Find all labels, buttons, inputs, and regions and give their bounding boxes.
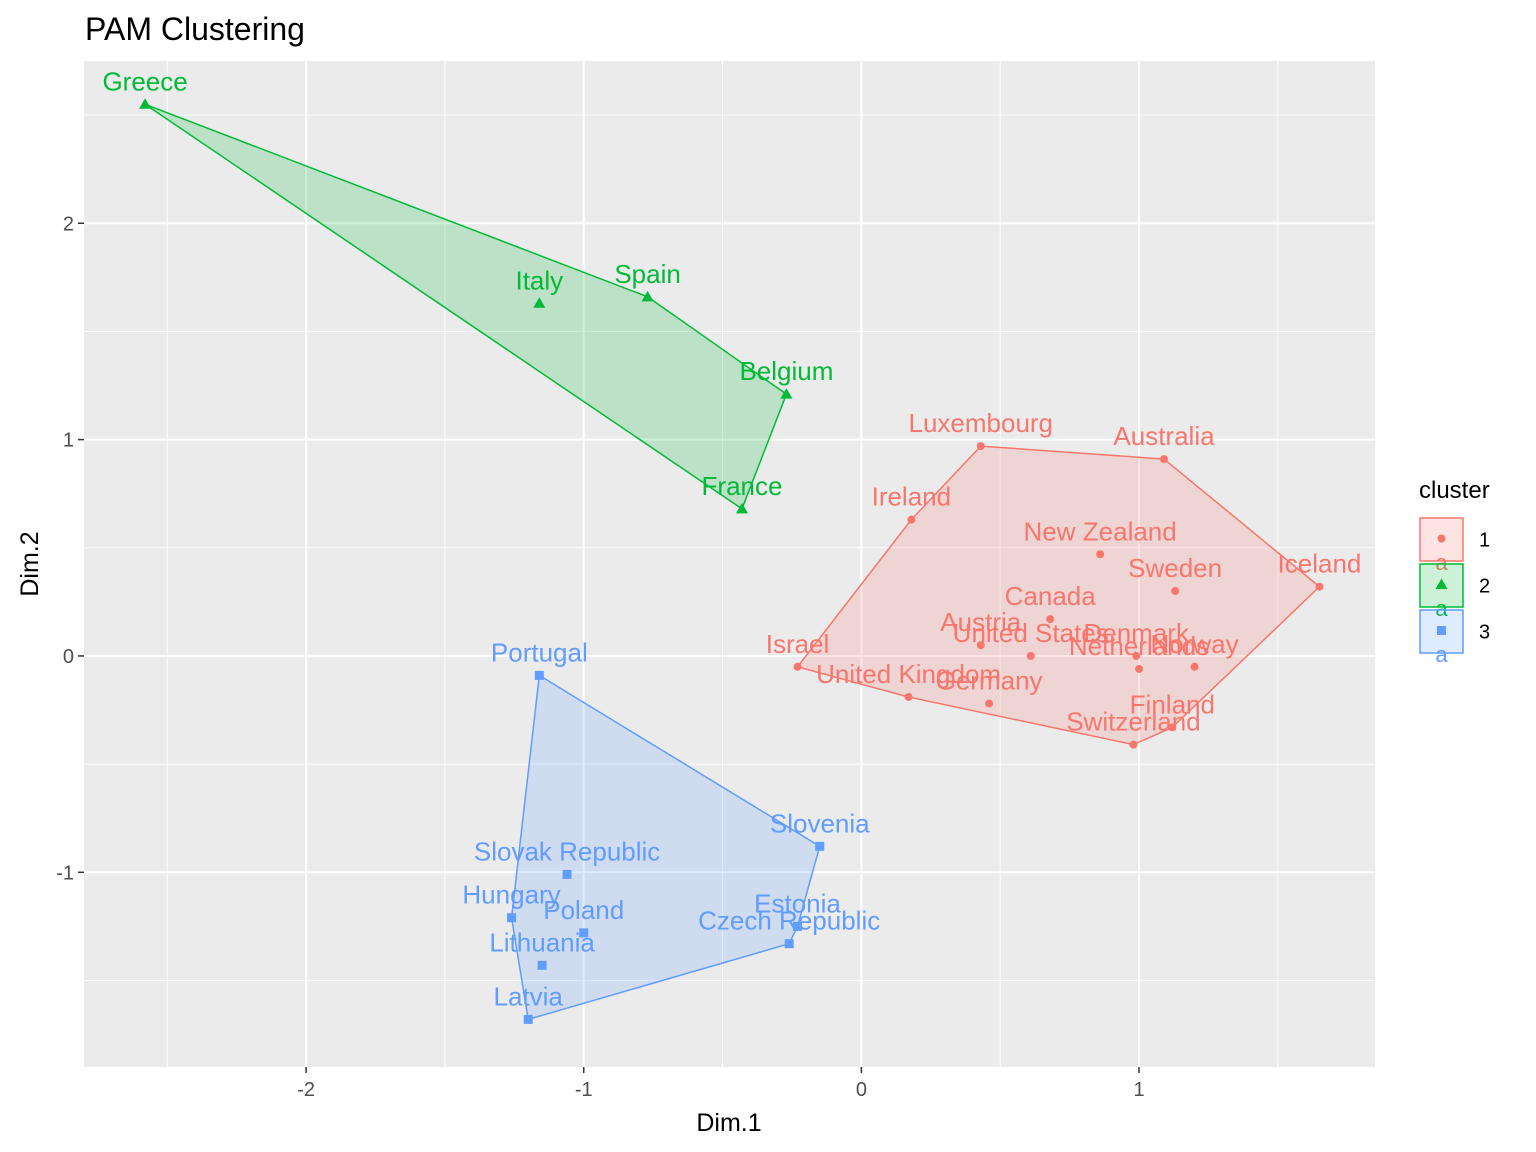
cluster-1-point bbox=[907, 515, 916, 524]
point-label: Slovenia bbox=[770, 808, 870, 838]
x-tick-label: -2 bbox=[297, 1079, 315, 1101]
cluster-3-point bbox=[534, 670, 544, 680]
legend-marker bbox=[1437, 626, 1446, 635]
legend-label: 1 bbox=[1479, 530, 1490, 552]
legend-text-glyph: a bbox=[1435, 642, 1448, 667]
legend-entry: a2 bbox=[1419, 563, 1490, 621]
point-label: Iceland bbox=[1278, 549, 1362, 579]
point-label: Denmark bbox=[1083, 618, 1189, 648]
cluster-1-point bbox=[1159, 455, 1168, 464]
cluster-1-point bbox=[1096, 550, 1105, 559]
y-tick-label: 2 bbox=[63, 213, 74, 235]
y-tick-label: 1 bbox=[63, 430, 74, 452]
point-label: Hungary bbox=[462, 880, 560, 910]
point-label: Latvia bbox=[494, 981, 564, 1011]
point-label: Greece bbox=[102, 66, 187, 96]
cluster-3-point bbox=[579, 928, 589, 938]
cluster-points bbox=[139, 98, 1324, 1024]
point-label: Canada bbox=[1005, 581, 1097, 611]
y-tick-label: 0 bbox=[63, 646, 74, 668]
cluster-1-point bbox=[1046, 615, 1055, 624]
point-label: Portugal bbox=[491, 637, 588, 667]
point-label: Australia bbox=[1113, 421, 1215, 451]
cluster-1-point bbox=[985, 699, 994, 708]
cluster-1-point bbox=[1135, 664, 1144, 673]
cluster-1-point bbox=[976, 442, 985, 451]
legend-entry: a1 bbox=[1419, 517, 1490, 575]
point-label: Sweden bbox=[1128, 553, 1222, 583]
cluster-1-point bbox=[793, 662, 802, 671]
cluster-2-point bbox=[641, 290, 654, 302]
cluster-3-point bbox=[523, 1014, 533, 1024]
point-label: Lithuania bbox=[489, 927, 595, 957]
point-label: Italy bbox=[515, 265, 563, 295]
cluster-2-point bbox=[533, 297, 546, 308]
cluster-1-point bbox=[976, 641, 985, 650]
point-label: New Zealand bbox=[1024, 516, 1177, 546]
cluster-1-point bbox=[904, 693, 913, 702]
cluster-3-point bbox=[793, 921, 803, 931]
point-label: Estonia bbox=[754, 888, 841, 918]
point-label: Ireland bbox=[872, 482, 952, 512]
legend-entry: a3 bbox=[1419, 609, 1490, 667]
y-axis-title: Dim.2 bbox=[16, 531, 44, 596]
point-label: Austria bbox=[940, 607, 1021, 637]
cluster-1-point bbox=[1315, 582, 1324, 591]
cluster-3-point bbox=[815, 841, 825, 851]
cluster-3-point bbox=[562, 869, 572, 879]
x-tick-label: 0 bbox=[856, 1079, 867, 1101]
legend-label: 2 bbox=[1479, 576, 1490, 598]
cluster-1-point bbox=[1168, 723, 1177, 732]
y-tick-label: -1 bbox=[56, 862, 74, 884]
point-label: Israel bbox=[766, 629, 830, 659]
cluster-3-point bbox=[507, 913, 517, 923]
axis-ticks: -2 -1 0 1 -1 0 1 2 bbox=[56, 213, 1144, 1101]
cluster-1-point bbox=[1026, 651, 1035, 660]
legend-key bbox=[1419, 609, 1464, 654]
cluster-2-point bbox=[735, 502, 748, 514]
grid-lines bbox=[84, 61, 1375, 1067]
legend-text-glyph: a bbox=[1435, 550, 1448, 575]
point-label: Luxembourg bbox=[908, 408, 1053, 438]
cluster-1-point bbox=[1190, 662, 1199, 671]
legend-label: 3 bbox=[1479, 622, 1490, 644]
point-label: Netherlands bbox=[1069, 631, 1209, 661]
x-tick-label: -1 bbox=[575, 1079, 593, 1101]
point-label: Slovak Republic bbox=[474, 836, 660, 866]
legend-marker bbox=[1437, 534, 1446, 543]
cluster-3-point bbox=[784, 939, 794, 949]
point-label: Norway bbox=[1150, 629, 1238, 659]
cluster-1-point bbox=[1171, 587, 1180, 596]
point-label: Poland bbox=[543, 895, 624, 925]
point-label: Spain bbox=[614, 259, 681, 289]
cluster-2-point bbox=[139, 98, 152, 109]
point-labels: Luxembourg Australia Ireland New Zealand Swe… bbox=[102, 66, 1361, 1011]
cluster-hulls bbox=[144, 103, 1321, 1021]
point-label: Switzerland bbox=[1066, 707, 1200, 737]
cluster-1-point bbox=[1129, 740, 1138, 749]
cluster-2-point bbox=[780, 388, 793, 399]
point-label: France bbox=[702, 471, 783, 501]
legend-text-glyph: a bbox=[1435, 596, 1448, 621]
x-tick-label: 1 bbox=[1133, 1079, 1144, 1101]
legend-title: cluster bbox=[1419, 477, 1490, 504]
plot-panel bbox=[84, 61, 1375, 1067]
cluster-1-point bbox=[1132, 651, 1141, 660]
cluster-3-point bbox=[537, 960, 547, 970]
x-axis-title: Dim.1 bbox=[696, 1109, 761, 1137]
point-label: United States bbox=[953, 618, 1109, 648]
chart-title: PAM Clustering bbox=[85, 11, 305, 47]
point-label: United Kingdom bbox=[816, 659, 1001, 689]
point-label: Belgium bbox=[739, 356, 833, 386]
point-label: Czech Republic bbox=[698, 906, 880, 936]
legend-marker bbox=[1435, 578, 1448, 589]
point-label: Finland bbox=[1130, 689, 1215, 719]
point-label: Germany bbox=[936, 666, 1043, 696]
